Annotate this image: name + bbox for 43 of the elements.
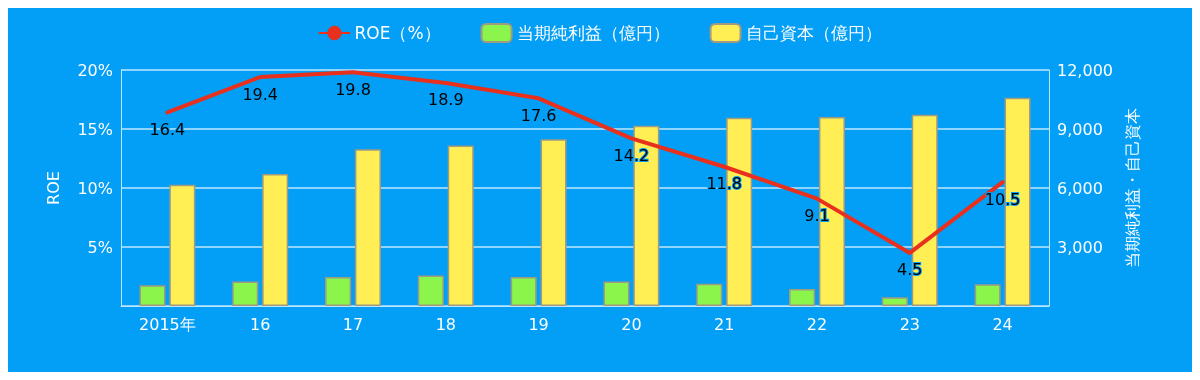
x-tick-label: 20 [621, 314, 642, 334]
bar [974, 284, 1001, 306]
x-tick-label: 23 [899, 314, 920, 334]
data-label: 11.8 [706, 174, 743, 194]
y2-tick-label: 3,000 [1057, 237, 1103, 257]
bar [325, 277, 352, 306]
y-tick-label: 15% [77, 119, 113, 139]
bar [510, 277, 537, 306]
y2-tick-label: 6,000 [1057, 178, 1103, 198]
bar [540, 139, 567, 306]
y-tick-label: 5% [87, 237, 113, 257]
legend-label: 自己資本（億円） [745, 23, 882, 43]
data-label: 18.9 [427, 90, 464, 110]
x-tick-label: 21 [714, 314, 735, 334]
bar [417, 275, 444, 306]
x-tick-label: 18 [435, 314, 456, 334]
x-tick-label: 22 [806, 314, 828, 334]
x-tick-label: 24 [992, 314, 1013, 334]
data-label: 19.8 [335, 79, 371, 99]
bar [354, 149, 381, 306]
y-axis-title: ROE [43, 171, 63, 205]
bar [696, 283, 723, 306]
y-tick-label: 10% [77, 178, 113, 198]
bar [139, 285, 166, 306]
legend-label: ROE（%） [354, 23, 441, 43]
bar [447, 145, 474, 306]
x-tick-label: 2015年 [139, 314, 196, 334]
data-label: 17.6 [520, 105, 557, 125]
y2-tick-label: 12,000 [1057, 60, 1113, 80]
bar [789, 289, 816, 306]
bar [232, 281, 259, 306]
y2-tick-label: 9,000 [1057, 119, 1103, 139]
legend-label: 当期純利益（億円） [516, 23, 670, 43]
data-label: 19.4 [242, 84, 279, 104]
x-tick-label: 19 [528, 314, 549, 334]
y-tick-label: 20% [77, 60, 113, 80]
x-tick-label: 16 [250, 314, 271, 334]
bar [881, 297, 908, 306]
bar [169, 184, 196, 306]
y2-axis-title: 当期純利益・自己資本 [1122, 108, 1142, 268]
x-tick-label: 17 [342, 314, 364, 334]
bar [603, 281, 630, 306]
bar [262, 174, 289, 306]
